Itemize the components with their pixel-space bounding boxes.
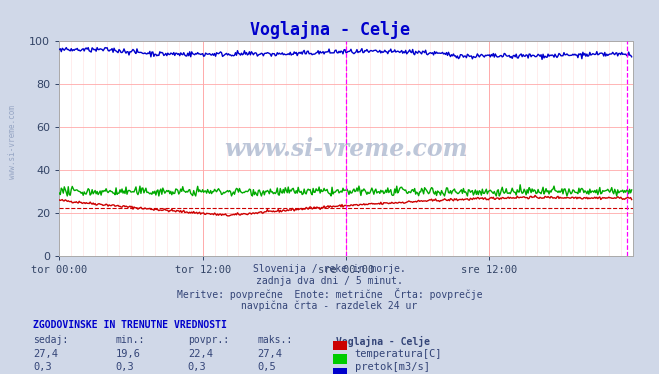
Text: 0,3: 0,3 [115,362,134,373]
Text: 0,3: 0,3 [33,362,51,373]
Text: 19,6: 19,6 [115,349,140,359]
Text: sedaj:: sedaj: [33,335,68,346]
Text: min.:: min.: [115,335,145,346]
Text: Slovenija / reke in morje.: Slovenija / reke in morje. [253,264,406,274]
Text: 0,3: 0,3 [188,362,206,373]
Text: www.si-vreme.com: www.si-vreme.com [224,137,468,161]
Text: www.si-vreme.com: www.si-vreme.com [8,105,17,179]
Text: ZGODOVINSKE IN TRENUTNE VREDNOSTI: ZGODOVINSKE IN TRENUTNE VREDNOSTI [33,320,227,330]
Text: 27,4: 27,4 [257,349,282,359]
Text: Meritve: povprečne  Enote: metrične  Črta: povprečje: Meritve: povprečne Enote: metrične Črta:… [177,288,482,300]
Text: zadnja dva dni / 5 minut.: zadnja dva dni / 5 minut. [256,276,403,286]
Text: 0,5: 0,5 [257,362,275,373]
Text: 27,4: 27,4 [33,349,58,359]
Text: povpr.:: povpr.: [188,335,229,346]
Text: navpična črta - razdelek 24 ur: navpična črta - razdelek 24 ur [241,301,418,311]
Text: 22,4: 22,4 [188,349,213,359]
Text: Voglajna - Celje: Voglajna - Celje [250,21,409,39]
Text: temperatura[C]: temperatura[C] [355,349,442,359]
Text: maks.:: maks.: [257,335,292,346]
Text: pretok[m3/s]: pretok[m3/s] [355,362,430,373]
Text: Voglajna - Celje: Voglajna - Celje [336,335,430,346]
